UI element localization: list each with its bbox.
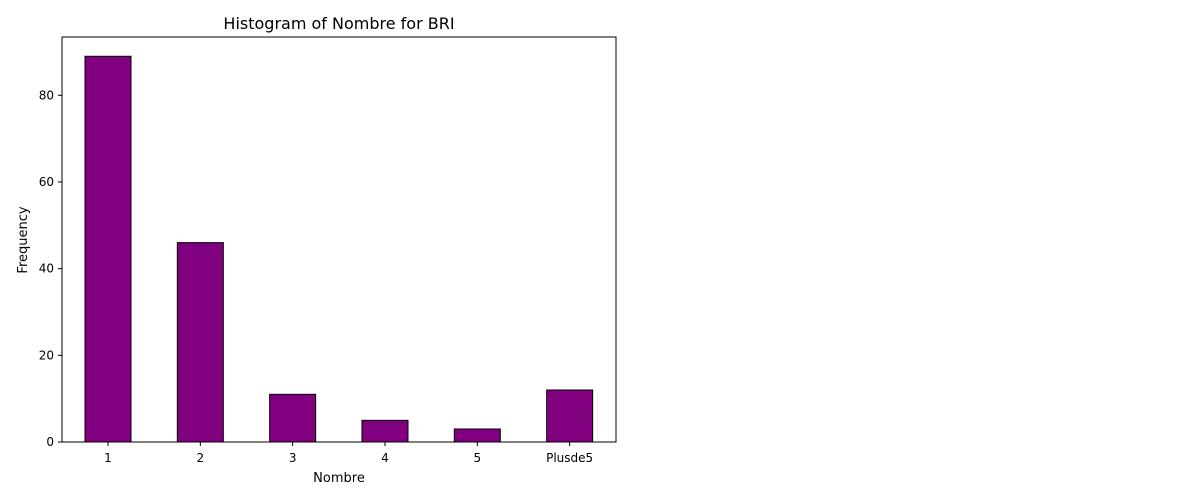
plot-frame [61, 36, 617, 443]
y-tick-label: 20 [39, 348, 54, 362]
x-tick-label: 5 [473, 451, 481, 465]
chart-title: Histogram of Nombre for BRI [223, 14, 454, 33]
x-tick-label: 1 [104, 451, 112, 465]
bar-5 [453, 428, 501, 443]
bar-1 [84, 55, 132, 443]
x-axis-label: Nombre [313, 471, 365, 486]
x-tick-label: Plusde5 [546, 451, 593, 465]
bar-3 [269, 393, 317, 443]
bar-2 [176, 242, 224, 443]
x-tick-label: 2 [197, 451, 205, 465]
y-tick-label: 40 [39, 262, 54, 276]
y-axis-label: Frequency [16, 206, 31, 273]
bar-4 [361, 419, 409, 443]
y-tick-label: 60 [39, 175, 54, 189]
x-tick-label: 3 [289, 451, 297, 465]
x-tick-label: 4 [381, 451, 389, 465]
bar-Plusde5 [546, 389, 594, 443]
y-axis: 0 20 40 60 80 [39, 88, 62, 449]
x-axis: 1 2 3 4 5 Plusde5 [104, 442, 593, 465]
y-tick-label: 0 [46, 435, 54, 449]
bars-group [84, 55, 594, 443]
y-tick-label: 80 [39, 88, 54, 102]
